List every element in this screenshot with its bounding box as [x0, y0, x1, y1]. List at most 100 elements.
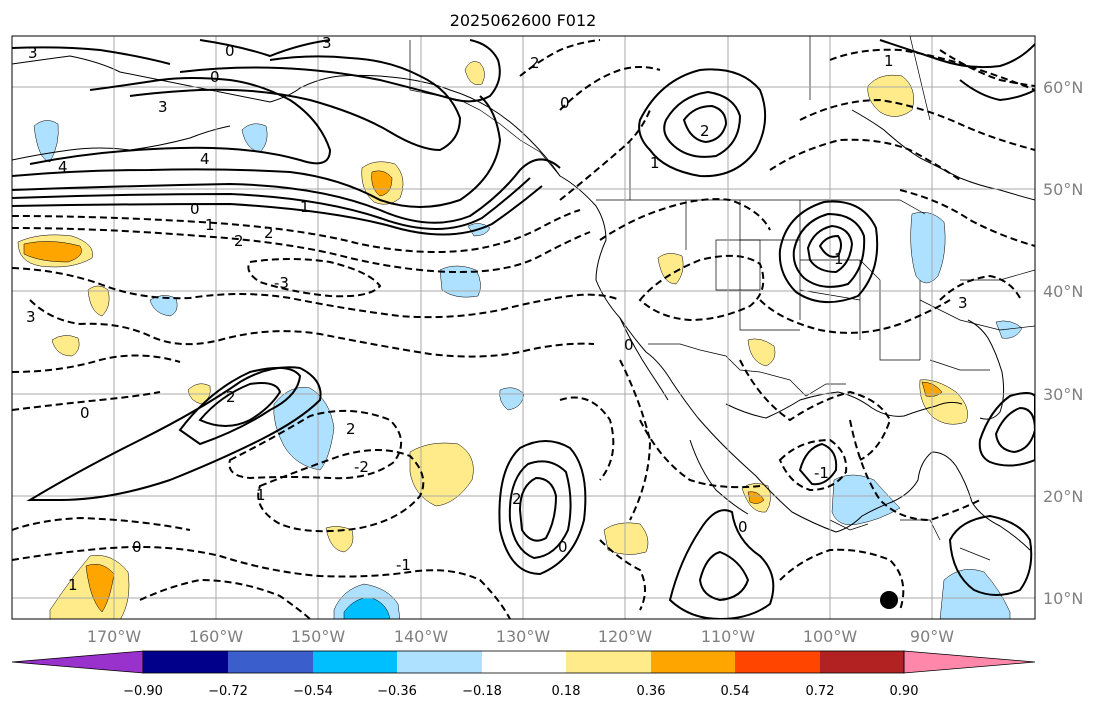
- colorbar-tick-label: −0.36: [377, 684, 417, 699]
- contour-label: -2: [354, 458, 369, 476]
- contour-positive: [798, 442, 838, 486]
- contour-label: 0: [210, 68, 220, 86]
- contour-label: 2: [226, 388, 236, 406]
- contour-label: 4: [58, 158, 68, 176]
- colorbar-segment: [820, 651, 904, 673]
- contour-labels: 3 0 3 0 3 4 4 0 1 1 2 2 -3 3 0 2 2 -2 1 …: [26, 36, 968, 594]
- lon-label: 160°W: [189, 627, 244, 646]
- contour-positive: [948, 514, 1033, 596]
- coastline: [725, 391, 963, 419]
- colorbar-segment: [397, 651, 482, 673]
- contour-negative: [519, 39, 601, 77]
- border: [829, 519, 991, 561]
- lat-label: 40°N: [1043, 282, 1083, 301]
- colorbar-tick-label: 0.54: [721, 684, 750, 699]
- contour-label: 0: [738, 518, 748, 536]
- contour-negative: [139, 578, 311, 619]
- contour-positive: [879, 39, 1035, 69]
- shade-positive-strong: [23, 241, 82, 263]
- border: [409, 40, 561, 177]
- contour-negative: [559, 66, 661, 111]
- contour-negative: [769, 138, 961, 181]
- latitude-labels: 60°N 50°N 40°N 30°N 20°N 10°N: [1043, 78, 1083, 608]
- contour-label: 2: [512, 490, 522, 508]
- contour-positive: [994, 406, 1035, 454]
- contour-positive: [698, 550, 750, 602]
- shade-negative: [831, 474, 901, 525]
- contour-negative: [12, 546, 511, 619]
- contour-label: 0: [80, 404, 90, 422]
- contour-positive: [198, 382, 282, 427]
- contour-negative: [228, 409, 402, 480]
- contour-positive: [26, 366, 322, 502]
- coastline: [619, 317, 669, 401]
- contour-negative: [638, 254, 765, 322]
- contour-positive: [12, 95, 502, 208]
- colorbar-segment: [313, 651, 397, 673]
- contour-positive: [818, 234, 842, 258]
- lat-label: 60°N: [1043, 78, 1083, 97]
- colorbar-extend-max: [903, 650, 1036, 674]
- contour-negative: [739, 359, 892, 461]
- contour-positive: [12, 39, 331, 65]
- contour-positive: [663, 90, 742, 158]
- contour-negative: [29, 299, 595, 358]
- lon-label: 90°W: [910, 627, 954, 646]
- shade-negative: [241, 123, 268, 153]
- coastline: [12, 55, 1031, 551]
- lon-label: 100°W: [803, 627, 858, 646]
- contour-label: 0: [624, 336, 634, 354]
- contour-label: 4: [200, 150, 210, 168]
- lat-label: 20°N: [1043, 487, 1083, 506]
- colorbar-tick-label: −0.72: [208, 684, 248, 699]
- contours: [12, 39, 1035, 619]
- colorbar: −0.90 −0.72 −0.54 −0.36 −0.18 0.18 0.36 …: [11, 650, 1036, 699]
- contour-label: 1: [205, 216, 215, 234]
- contour-label: 1: [834, 250, 844, 268]
- longitude-labels: 170°W 160°W 150°W 140°W 130°W 120°W 110°…: [87, 627, 954, 646]
- shade-positive: [51, 335, 80, 357]
- coastline: [689, 439, 749, 515]
- contour-negative: [599, 539, 646, 611]
- contour-negative: [12, 516, 191, 531]
- shade-negative: [149, 295, 178, 317]
- contour-negative: [12, 209, 581, 253]
- contour-positive: [12, 185, 543, 236]
- shade-negative: [995, 320, 1023, 339]
- contour-label: -1: [396, 556, 411, 574]
- contour-positive: [806, 224, 854, 274]
- lon-label: 150°W: [291, 627, 346, 646]
- colorbar-segment: [482, 651, 566, 673]
- contour-negative: [939, 49, 1035, 87]
- shade-negative: [499, 387, 525, 411]
- contour-label: 0: [190, 200, 200, 218]
- shade-positive: [747, 338, 776, 367]
- contour-negative: [559, 396, 615, 481]
- shade-positive-strong: [85, 564, 115, 613]
- contour-label: 3: [958, 294, 968, 312]
- lon-label: 130°W: [496, 627, 551, 646]
- contour-positive: [178, 366, 302, 446]
- contour-negative: [599, 198, 771, 241]
- shade-positive-strong: [371, 170, 393, 197]
- map-panel: 3 0 3 0 3 4 4 0 1 1 2 2 -3 3 0 2 2 -2 1 …: [12, 36, 1035, 619]
- shade-negative: [273, 387, 335, 471]
- colorbar-segment: [651, 651, 735, 673]
- contour-negative: [12, 267, 621, 319]
- colorbar-tick-label: −0.18: [462, 684, 502, 699]
- location-marker-icon: [880, 591, 898, 609]
- map-frame: [11, 35, 1036, 620]
- contour-negative: [829, 48, 1035, 91]
- contour-label: 3: [28, 44, 38, 62]
- contour-positive: [179, 39, 501, 103]
- colorbar-frame: [142, 650, 905, 674]
- shade-positive: [603, 522, 649, 555]
- shade-negative: [910, 212, 946, 284]
- contour-positive: [792, 212, 866, 288]
- contour-negative: [778, 438, 848, 492]
- colorbar-tick-label: 0.18: [552, 684, 581, 699]
- contour-label: 1: [300, 198, 310, 216]
- contour-negative: [899, 189, 1035, 247]
- contour-negative: [559, 109, 651, 201]
- coastline: [967, 319, 1005, 420]
